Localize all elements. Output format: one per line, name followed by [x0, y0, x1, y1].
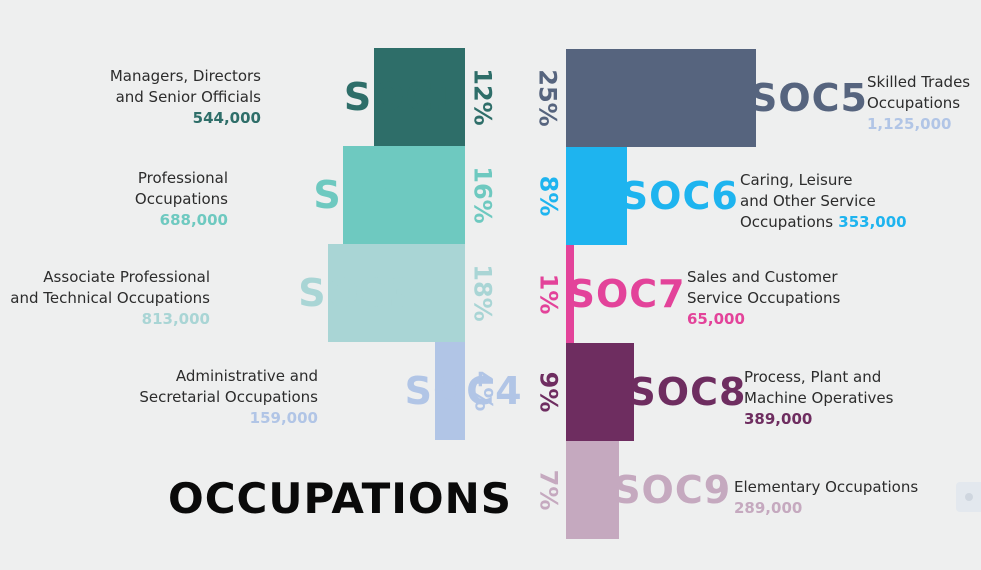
soc7-code: SOC7: [567, 272, 686, 316]
soc8-label: Process, Plant and Machine Operatives 389,…: [744, 367, 893, 430]
soc8-label-line: Process, Plant and: [744, 368, 882, 386]
soc3-label-line: and Technical Occupations: [10, 289, 210, 307]
soc7-percent: 1%: [533, 247, 563, 341]
soc2-code: SOC2: [313, 173, 432, 217]
soc3-label-line: Associate Professional: [43, 268, 210, 286]
soc6-label-line: Occupations 353,000: [740, 213, 907, 231]
soc2-bar: [343, 146, 465, 244]
soc6-bar: [566, 147, 627, 245]
soc9-percent: 7%: [533, 443, 563, 537]
soc3-bar: [328, 244, 465, 342]
soc9-bar: [566, 441, 620, 539]
soc6-label-line: and Other Service: [740, 192, 876, 210]
soc5-percent: 25%: [533, 51, 563, 145]
soc6-label: Caring, Leisure and Other Service Occupati…: [740, 170, 907, 233]
soc2-count: 688,000: [159, 211, 228, 229]
soc1-percent-label: 12%: [469, 68, 498, 126]
soc8-percent: 9%: [533, 345, 563, 439]
soc1-label-line: Managers, Directors: [109, 67, 261, 85]
soc3-count: 813,000: [141, 310, 210, 328]
soc4-label: Administrative and Secretarial Occupation…: [139, 366, 318, 429]
soc5-label-line: Skilled Trades: [867, 73, 971, 91]
soc5-bar: [566, 49, 756, 147]
soc2-percent: 16%: [468, 148, 498, 242]
soc9-label: Elementary Occupations 289,000: [734, 477, 918, 519]
soc5-percent-label: 25%: [534, 69, 563, 127]
soc1-count: 544,000: [192, 109, 261, 127]
soc9-percent-label: 7%: [534, 469, 562, 511]
soc8-count: 389,000: [744, 410, 813, 428]
soc6-count: 353,000: [833, 213, 907, 231]
soc2-percent-label: 16%: [469, 166, 498, 224]
soc7-label: Sales and Customer Service Occupations 65,…: [687, 267, 840, 330]
soc4-label-line: Secretarial Occupations: [139, 388, 318, 406]
soc7-label-line: Service Occupations: [687, 289, 841, 307]
soc5-label: Skilled Trades Occupations 1,125,000: [867, 72, 970, 135]
soc7-count: 65,000: [687, 310, 745, 328]
soc6-percent: 8%: [533, 149, 563, 243]
scroll-indicator[interactable]: [956, 482, 981, 512]
chart-title: OCCUPATIONS: [168, 474, 513, 523]
soc5-code: SOC5: [750, 76, 868, 120]
soc3-percent: 18%: [468, 246, 498, 340]
soc2-label-line: Occupations: [134, 190, 228, 208]
soc9-label-line: Elementary Occupations: [734, 478, 919, 496]
soc6-label-line: Caring, Leisure: [740, 171, 853, 189]
soc6-code: SOC6: [620, 174, 739, 218]
soc1-code: SOC1: [343, 75, 462, 119]
soc8-label-line: Machine Operatives: [744, 389, 894, 407]
soc9-code: SOC9: [613, 468, 732, 512]
soc9-count: 289,000: [734, 499, 803, 517]
soc2-label: Professional Occupations 688,000: [135, 168, 228, 231]
soc3-percent-label: 18%: [469, 264, 498, 322]
soc7-percent-label: 1%: [534, 273, 562, 315]
soc1-label-line: and Senior Officials: [115, 88, 261, 106]
soc5-label-line: Occupations: [867, 94, 961, 112]
soc5-count: 1,125,000: [867, 115, 952, 133]
soc4-bar: [434, 342, 465, 440]
soc3-code: SOC3: [298, 271, 417, 315]
soc1-percent: 12%: [468, 50, 498, 144]
soc8-bar: [566, 343, 635, 441]
soc2-label-line: Professional: [137, 169, 228, 187]
soc8-percent-label: 9%: [534, 371, 562, 413]
soc1-label: Managers, Directors and Senior Officials 5…: [110, 66, 261, 129]
soc4-label-line: Administrative and: [175, 367, 318, 385]
soc7-label-line: Sales and Customer: [687, 268, 838, 286]
soc1-bar: [373, 48, 465, 146]
soc4-code: SOC4: [404, 369, 523, 413]
soc3-label: Associate Professional and Technical Occu…: [10, 267, 210, 330]
soc6-percent-label: 8%: [534, 175, 562, 217]
soc8-code: SOC8: [628, 370, 747, 414]
soc7-bar: [566, 245, 574, 343]
soc4-count: 159,000: [249, 409, 318, 427]
